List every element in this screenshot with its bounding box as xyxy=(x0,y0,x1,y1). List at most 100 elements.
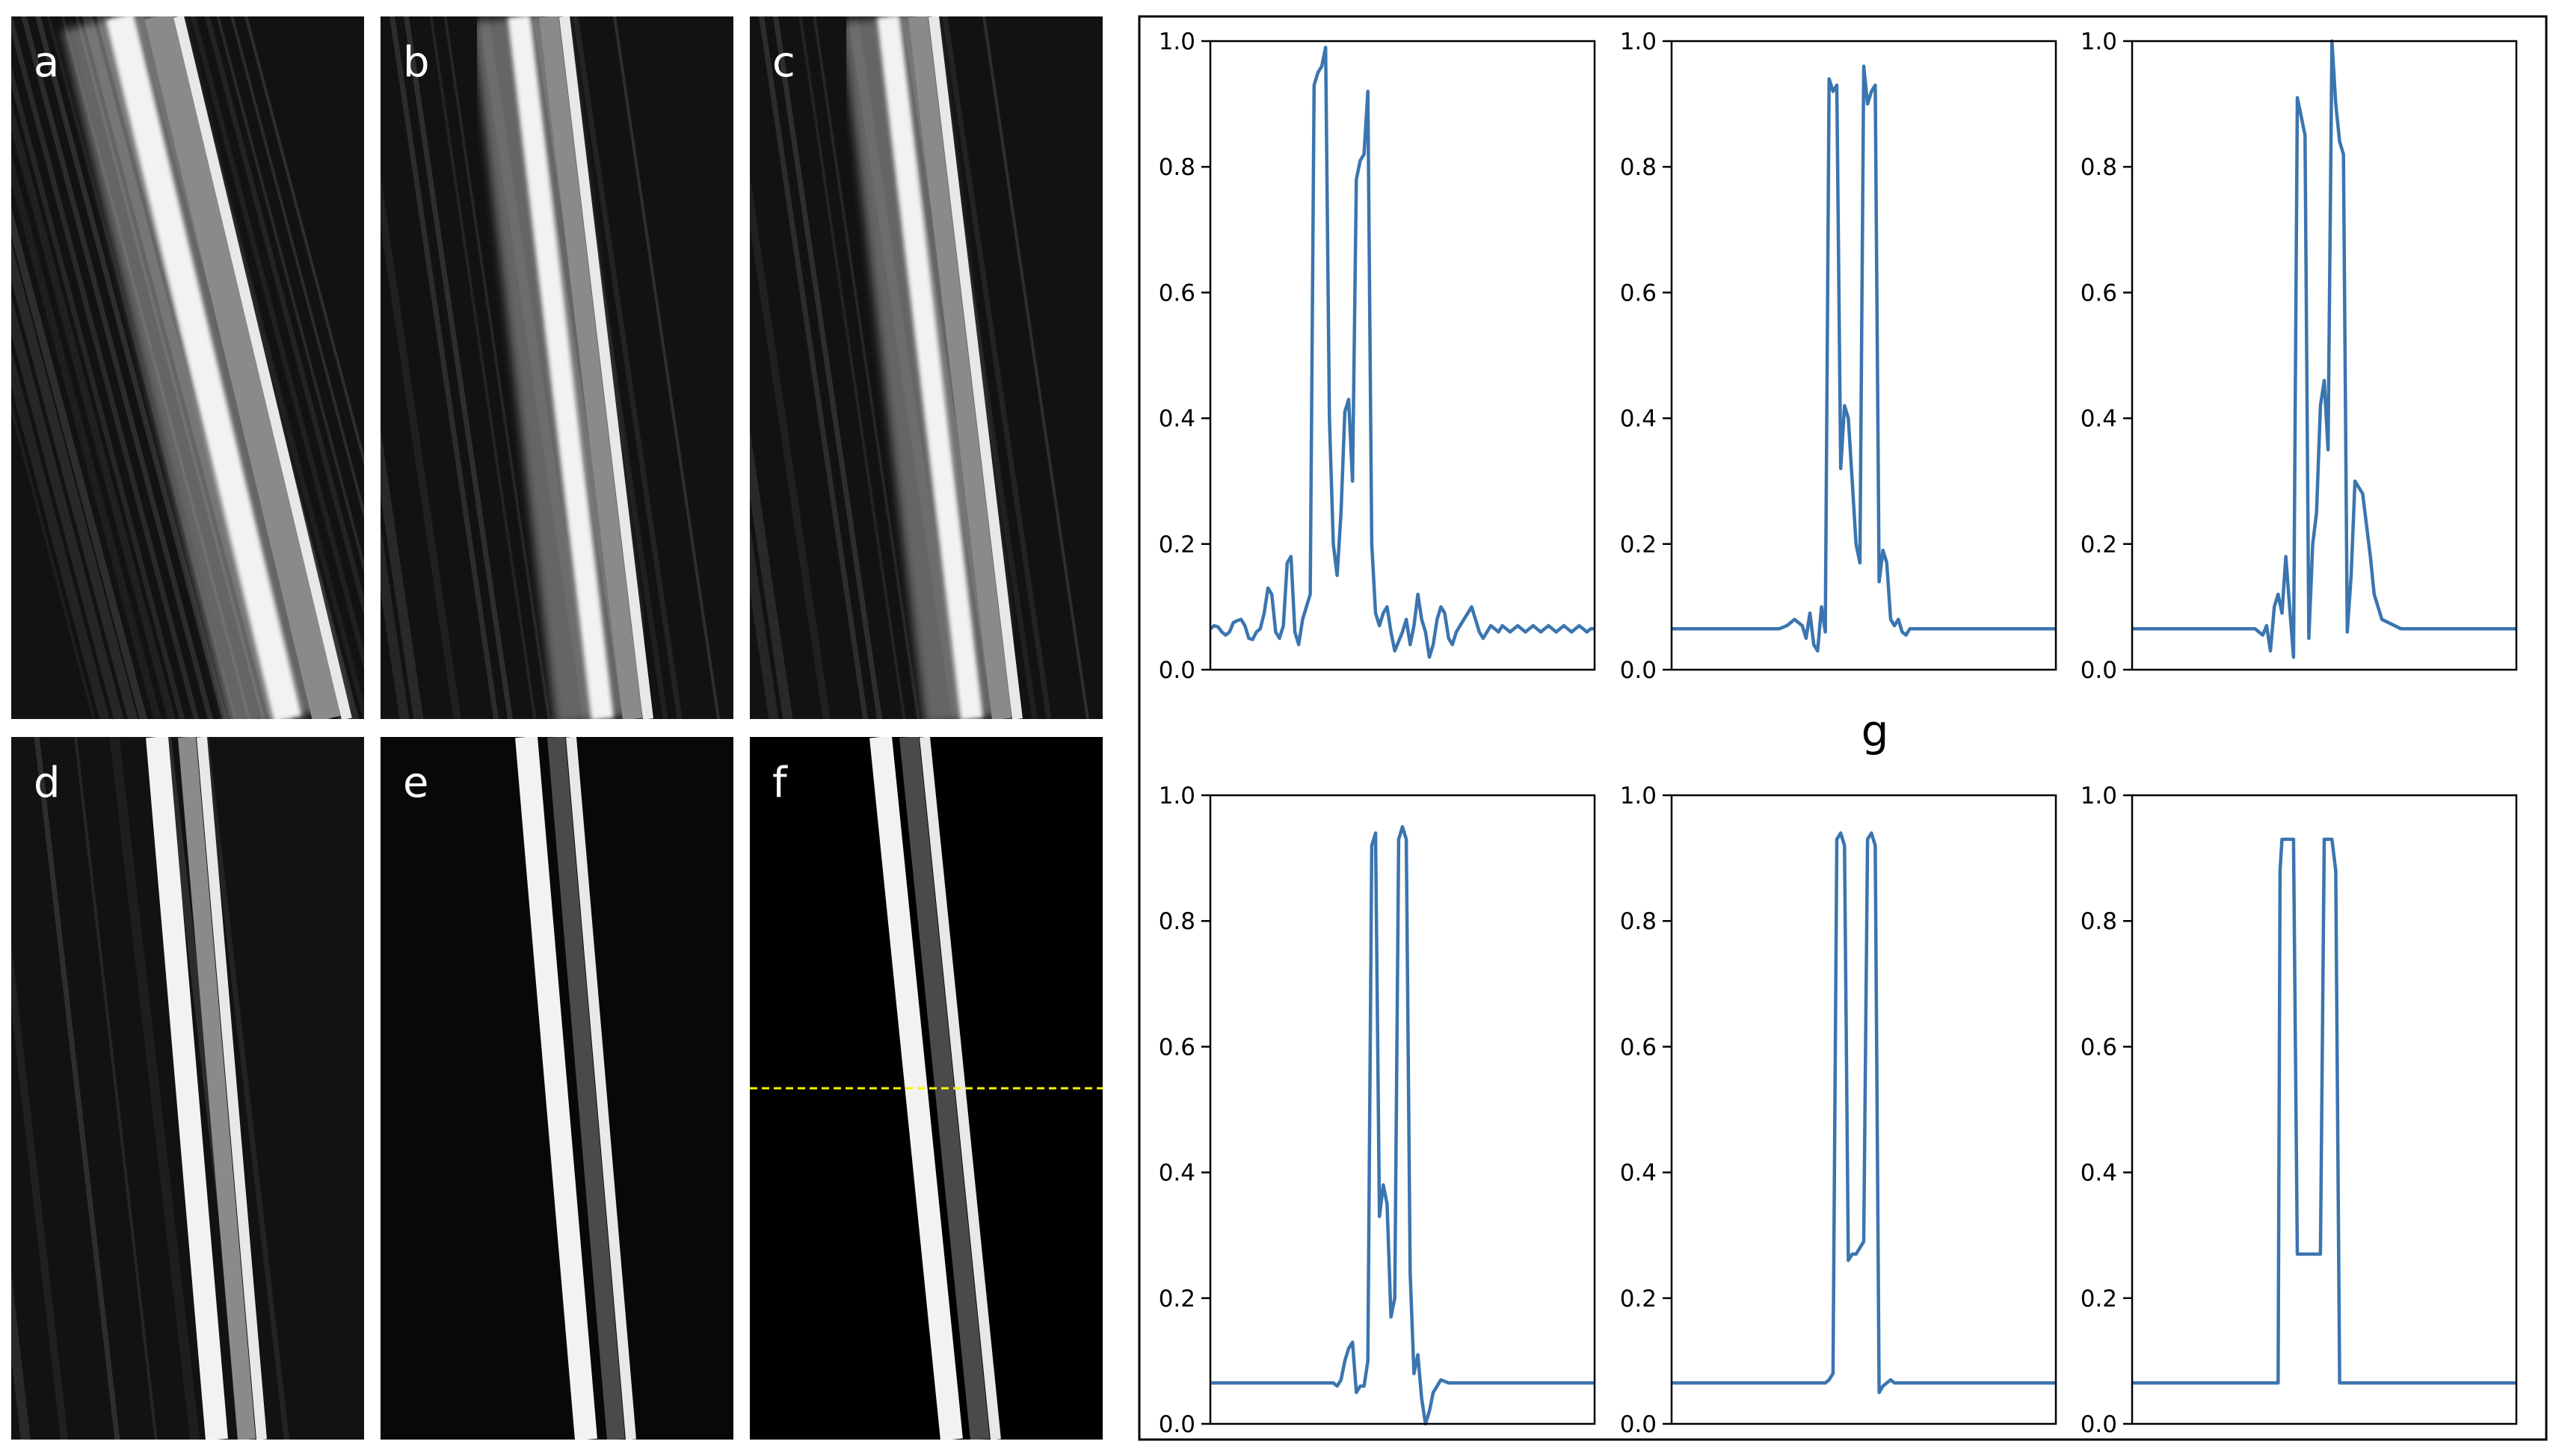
y-tick-label: 0.0 xyxy=(2081,657,2117,684)
rod-edge-band xyxy=(197,737,267,1440)
plot-area-frame xyxy=(2131,794,2518,1425)
series-line xyxy=(1672,64,2056,653)
y-tick-label: 1.0 xyxy=(2081,28,2117,55)
panel-label-c: c xyxy=(772,38,795,87)
streak-artifact xyxy=(11,153,161,719)
y-tick-label: 1.0 xyxy=(2081,783,2117,809)
panel-label-b: b xyxy=(403,38,430,87)
series-line xyxy=(2132,39,2516,659)
streak-artifact xyxy=(11,100,176,719)
streak-artifact xyxy=(74,737,158,1440)
y-tick-label: 0.2 xyxy=(2081,531,2117,558)
panel-label-d: d xyxy=(34,759,61,807)
streak-artifact xyxy=(11,65,185,719)
chart-group-frame xyxy=(1138,15,2548,1441)
y-tick-label: 0.4 xyxy=(1620,406,1657,433)
rod-mid-band xyxy=(547,737,625,1440)
y-tick-label: 0.2 xyxy=(1159,531,1195,558)
y-tick-label: 0.0 xyxy=(1620,657,1657,684)
streak-artifact xyxy=(216,16,364,573)
streak-artifact xyxy=(982,16,1090,719)
streak-artifact xyxy=(230,16,364,520)
image-panel-b: b xyxy=(381,16,733,719)
rod-edge-band xyxy=(928,16,1023,719)
rod-bright-band xyxy=(508,16,614,719)
streak-artifact xyxy=(11,943,69,1440)
streak-artifact xyxy=(750,524,779,719)
streak-artifact xyxy=(11,401,96,719)
y-tick-label: 0.6 xyxy=(1620,1034,1657,1061)
plot-area-frame xyxy=(1209,794,1596,1425)
y-tick-label: 0.6 xyxy=(1159,1034,1195,1061)
rod-bright-band xyxy=(869,737,963,1440)
y-tick-label: 0.6 xyxy=(2081,1034,2117,1061)
streak-artifact xyxy=(573,16,683,719)
chart-g-2: 0.0 0.2 0.4 0.6 0.8 1.0 xyxy=(1620,28,2057,684)
y-tick-label: 1.0 xyxy=(1159,783,1195,809)
y-tick-label: 1.0 xyxy=(1620,783,1657,809)
streak-artifact xyxy=(443,16,551,719)
y-tick-label: 0.4 xyxy=(2081,406,2117,433)
y-tick-label: 1.0 xyxy=(1159,28,1195,55)
rod-mid-band xyxy=(539,16,642,719)
image-panel-e: e xyxy=(381,737,733,1440)
y-tick-label: 0.2 xyxy=(2081,1286,2117,1312)
image-panel-a: a xyxy=(11,16,364,719)
y-tick-label: 0.2 xyxy=(1620,1286,1657,1312)
plot-area-frame xyxy=(1209,40,1596,671)
y-tick-label: 0.6 xyxy=(1159,280,1195,306)
streak-artifact xyxy=(21,16,214,719)
rod-edge-band xyxy=(173,16,352,719)
rod-mid-band xyxy=(178,737,256,1440)
image-panel-c: c xyxy=(750,16,1103,719)
rod-edge-band xyxy=(566,737,636,1440)
y-tick-label: 0.8 xyxy=(1159,154,1195,181)
y-tick-label: 0.0 xyxy=(1620,1411,1657,1438)
panel-label-e: e xyxy=(403,759,428,807)
y-tick-label: 0.4 xyxy=(1159,1160,1195,1187)
chart-g-4: 0.0 0.2 0.4 0.6 0.8 1.0 xyxy=(1159,783,1596,1438)
series-line xyxy=(1209,46,1595,659)
y-tick-label: 0.4 xyxy=(2081,1160,2117,1187)
streak-artifact xyxy=(34,737,120,1440)
y-tick-label: 0.0 xyxy=(1159,1411,1195,1438)
streak-artifact xyxy=(389,16,499,719)
streak-artifact xyxy=(11,295,124,719)
panel-label-a: a xyxy=(34,38,59,87)
image-panel-d: d xyxy=(11,737,364,1440)
plot-area-frame xyxy=(1670,794,2057,1425)
streak-artifact xyxy=(612,16,721,719)
y-tick-label: 0.6 xyxy=(2081,280,2117,306)
y-tick-label: 0.2 xyxy=(1159,1286,1195,1312)
y-tick-label: 0.8 xyxy=(2081,154,2117,181)
rod-bright-band xyxy=(105,16,302,719)
streak-artifact xyxy=(759,16,869,719)
streak-artifact xyxy=(403,16,514,719)
y-tick-label: 0.4 xyxy=(1620,1160,1657,1187)
series-line xyxy=(1672,831,2056,1395)
chart-g-3: 0.0 0.2 0.4 0.6 0.8 1.0 xyxy=(2081,28,2518,684)
streak-artifact xyxy=(190,16,364,670)
streak-artifact xyxy=(11,242,138,719)
streak-artifact xyxy=(244,16,364,466)
rod-bright-band xyxy=(515,737,597,1440)
y-tick-label: 0.8 xyxy=(1620,154,1657,181)
y-tick-label: 0.8 xyxy=(1159,908,1195,935)
streak-artifact xyxy=(750,428,793,719)
y-tick-label: 0.0 xyxy=(1159,657,1195,684)
series-line xyxy=(1210,824,1595,1426)
streak-artifact xyxy=(109,737,200,1440)
chart-g-6: 0.0 0.2 0.4 0.6 0.8 1.0 xyxy=(2081,783,2518,1438)
y-tick-label: 0.0 xyxy=(2081,1411,2117,1438)
streak-artifact xyxy=(35,16,228,719)
y-tick-label: 0.8 xyxy=(2081,908,2117,935)
y-tick-label: 0.6 xyxy=(1620,280,1657,306)
streak-artifact xyxy=(203,737,289,1440)
streak-artifact xyxy=(750,174,831,719)
series-line xyxy=(2132,837,2516,1385)
streak-artifact xyxy=(381,174,461,719)
streak-artifact xyxy=(772,16,883,719)
y-tick-label: 0.8 xyxy=(1620,908,1657,935)
